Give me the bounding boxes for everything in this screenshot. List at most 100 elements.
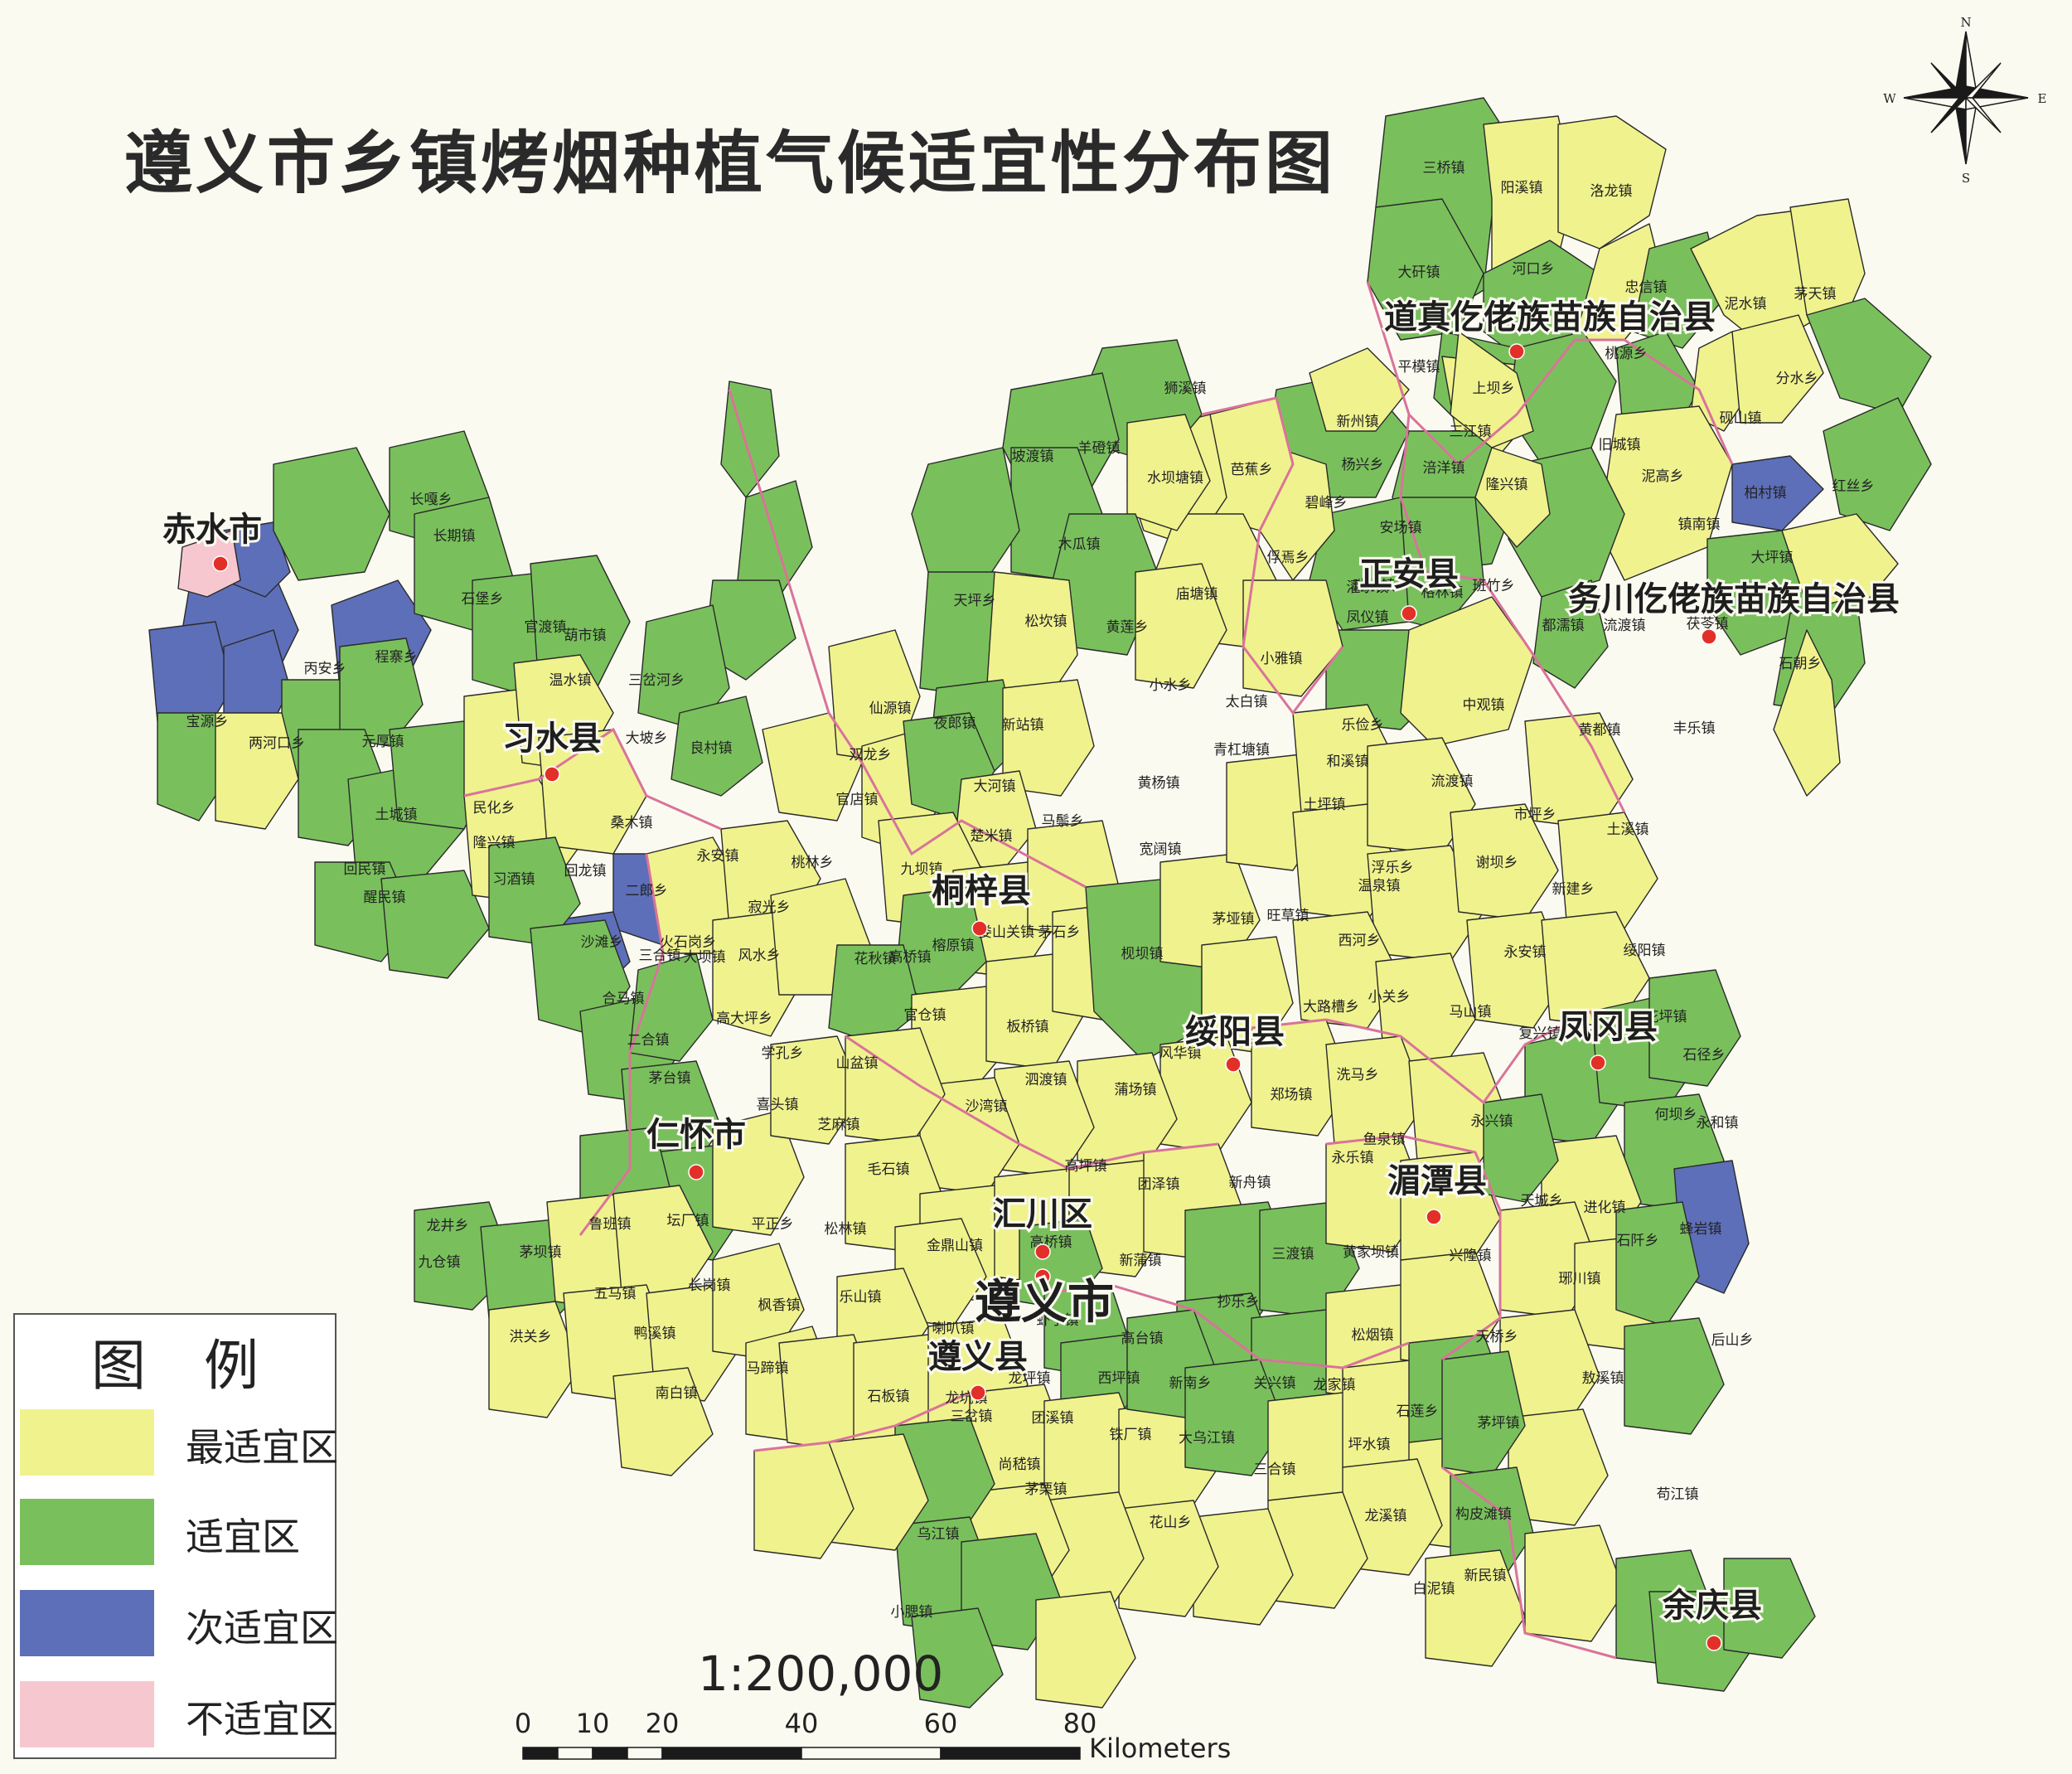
township-label: 石莲乡 xyxy=(1397,1403,1439,1420)
township-region xyxy=(339,637,424,747)
township-label: 团泽镇 xyxy=(1138,1176,1180,1193)
township-label: 鱼泉镇 xyxy=(1363,1132,1406,1148)
compass-letter: E xyxy=(2038,91,2047,106)
township-label: 新蒲镇 xyxy=(1120,1253,1162,1269)
township-label: 泥高乡 xyxy=(1642,468,1684,485)
township-label: 洗马乡 xyxy=(1337,1067,1379,1083)
county-seat-marker xyxy=(1706,1635,1722,1651)
township-label: 大坪镇 xyxy=(1751,550,1794,566)
township-label: 合马镇 xyxy=(603,991,645,1007)
scale-tick-label: 10 xyxy=(575,1708,610,1739)
scale-ratio: 1:200,000 xyxy=(698,1646,944,1702)
township-label: 长岗镇 xyxy=(689,1277,731,1294)
township-label: 砚山镇 xyxy=(1720,410,1762,427)
township-region xyxy=(1441,1350,1526,1476)
township-region xyxy=(629,952,714,1062)
legend-item-sub-suitable: 次适宜区 xyxy=(20,1590,338,1660)
township-label: 坡渡镇 xyxy=(1012,448,1054,465)
county-boundary-line xyxy=(1366,281,1734,467)
scale-tick-label: 80 xyxy=(1063,1708,1097,1739)
township-label: 分水乡 xyxy=(1776,371,1818,387)
township-label: 土坪镇 xyxy=(1304,797,1346,813)
township-label: 高坪镇 xyxy=(1065,1158,1107,1175)
township-label: 石朝乡 xyxy=(1779,656,1822,672)
county-boundary-line xyxy=(1441,1466,1617,1660)
township-region xyxy=(1532,579,1609,689)
legend-item-most-suitable: 最适宜区 xyxy=(20,1409,338,1479)
township-region xyxy=(1135,563,1227,689)
township-label: 流渡镇 xyxy=(1604,618,1646,634)
township-region xyxy=(1723,1558,1816,1659)
scale-bar-segment xyxy=(661,1747,802,1760)
township-label: 芝麻镇 xyxy=(818,1117,860,1133)
township-label: 马山镇 xyxy=(1450,1004,1492,1020)
township-label: 青杠塘镇 xyxy=(1213,742,1270,759)
township-region xyxy=(1483,1093,1559,1203)
township-region xyxy=(1823,397,1932,531)
north-arrow-icon: N S E W xyxy=(1883,15,2046,186)
township-region xyxy=(148,621,233,730)
township-label: 琊川镇 xyxy=(1559,1271,1601,1287)
county-boundary-line xyxy=(1399,414,1626,813)
township-label: 进化镇 xyxy=(1584,1200,1626,1216)
legend-swatch xyxy=(20,1499,154,1565)
township-label: 蒲场镇 xyxy=(1115,1082,1157,1098)
township-label: 构皮滩镇 xyxy=(1455,1506,1512,1523)
scale-tick-label: 0 xyxy=(514,1708,532,1739)
township-label: 乐俭乡 xyxy=(1342,717,1384,734)
township-label: 小水乡 xyxy=(1150,677,1192,694)
township-label: 高大坪乡 xyxy=(716,1011,772,1027)
township-label: 大乌江镇 xyxy=(1179,1430,1235,1447)
county-seat-marker xyxy=(1508,343,1525,360)
county-label: 凤冈县 xyxy=(1558,1008,1658,1046)
township-label: 团溪镇 xyxy=(1032,1410,1074,1427)
township-label: 坪水镇 xyxy=(1348,1437,1391,1453)
township-label: 天坪乡 xyxy=(954,593,996,609)
township-region xyxy=(273,447,390,581)
township-label: 新州镇 xyxy=(1337,414,1379,430)
legend-box: 图例 最适宜区 适宜区 次适宜区 不适宜区 xyxy=(13,1313,338,1759)
township-region xyxy=(828,944,921,1045)
township-region xyxy=(1557,115,1667,250)
township-label: 黄都镇 xyxy=(1579,722,1621,739)
township-region xyxy=(1524,1524,1625,1642)
township-label: 茅天镇 xyxy=(1794,286,1837,303)
township-region xyxy=(1400,1151,1501,1269)
county-label: 赤水市 xyxy=(162,511,262,549)
county-boundary-line xyxy=(753,1391,971,1452)
legend-label: 适宜区 xyxy=(186,1515,300,1559)
township-region xyxy=(1731,314,1824,424)
county-boundary-line xyxy=(1251,1010,1592,1105)
township-label: 隆兴镇 xyxy=(473,835,516,851)
map-title: 遵义市乡镇烤烟种植气候适宜性分布图 xyxy=(124,124,1337,203)
compass-letter: W xyxy=(1883,91,1896,106)
township-region xyxy=(177,530,241,598)
township-label: 和溪镇 xyxy=(1327,754,1369,770)
township-label: 芭蕉乡 xyxy=(1231,462,1273,478)
township-label: 西坪镇 xyxy=(1098,1370,1140,1387)
township-label: 平模镇 xyxy=(1398,359,1440,376)
township-label: 柏村镇 xyxy=(1745,485,1787,502)
township-label: 二郎乡 xyxy=(626,883,668,899)
county-label: 仁怀市 xyxy=(646,1116,746,1154)
township-regions xyxy=(148,97,1932,1709)
township-label: 葫市镇 xyxy=(564,628,607,644)
township-label: 高桥镇 xyxy=(889,949,932,966)
scale-tick-label: 40 xyxy=(784,1708,819,1739)
township-region xyxy=(612,1185,714,1302)
township-label: 后山乡 xyxy=(1711,1332,1754,1349)
township-label: 茅坪镇 xyxy=(1478,1415,1520,1432)
township-label: 茅栗镇 xyxy=(1025,1481,1067,1498)
township-region xyxy=(1524,712,1634,830)
township-label: 忠信镇 xyxy=(1625,279,1668,296)
township-label: 抄乐乡 xyxy=(1218,1294,1260,1311)
township-label: 元厚镇 xyxy=(362,734,404,750)
township-label: 马鬃乡 xyxy=(1042,812,1084,830)
township-label: 高台镇 xyxy=(1121,1330,1164,1347)
township-label: 平正乡 xyxy=(752,1216,794,1233)
county-label: 余庆县 xyxy=(1662,1587,1762,1625)
scale-bar-segment xyxy=(557,1747,593,1760)
township-region xyxy=(1309,347,1410,432)
